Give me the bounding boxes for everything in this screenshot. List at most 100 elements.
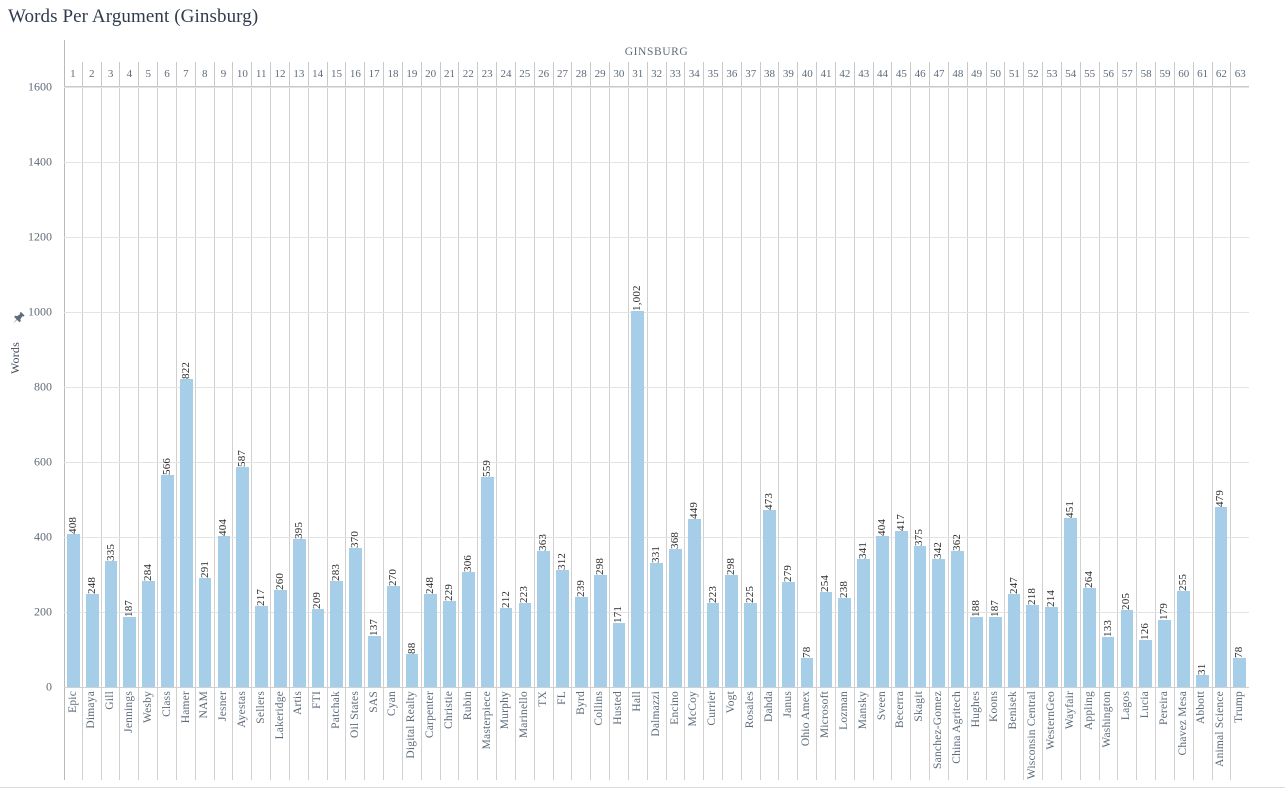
bar[interactable]: 404 [876,518,889,687]
bar[interactable]: 451 [1064,501,1077,687]
bar[interactable]: 331 [650,546,663,687]
category-label-oil-states[interactable]: Oil States [348,691,361,739]
bar[interactable]: 225 [744,586,758,687]
category-label-wesby[interactable]: Wesby [141,691,154,724]
bar[interactable]: 342 [932,542,946,687]
category-label-artis[interactable]: Artis [292,691,305,715]
category-label-hamer[interactable]: Hamer [179,691,192,724]
bar[interactable]: 375 [913,529,927,687]
bar[interactable]: 229 [443,584,457,687]
bar[interactable]: 370 [349,531,362,687]
category-label-rosales[interactable]: Rosales [743,691,756,729]
bar[interactable]: 473 [763,493,776,687]
bar[interactable]: 188 [970,599,983,687]
bar[interactable]: 335 [105,544,118,687]
bar[interactable]: 88 [406,643,419,687]
category-label-benisek[interactable]: Benisek [1007,691,1020,730]
bar[interactable]: 298 [594,558,607,687]
category-label-marinello[interactable]: Marinello [518,691,531,739]
category-label-currier[interactable]: Currier [706,691,719,726]
category-label-digital-realty[interactable]: Digital Realty [405,691,418,759]
category-label-cyan[interactable]: Cyan [386,691,399,717]
bar[interactable]: 212 [500,590,513,687]
bar[interactable]: 291 [199,561,212,687]
bar[interactable]: 566 [161,458,174,687]
bar[interactable]: 368 [669,532,682,687]
bar[interactable]: 298 [725,558,739,687]
category-label-mccoy[interactable]: McCoy [687,691,700,727]
bar[interactable]: 404 [217,518,231,687]
category-label-westerngeo[interactable]: WesternGeo [1044,691,1057,750]
bar[interactable]: 417 [895,514,908,687]
category-label-mansky[interactable]: Mansky [856,691,869,730]
category-label-byrd[interactable]: Byrd [574,691,587,715]
pin-icon[interactable] [10,310,28,328]
category-label-lagos[interactable]: Lagos [1120,691,1133,721]
category-label-koons[interactable]: Koons [988,691,1001,723]
category-label-nam[interactable]: NAM [198,691,211,719]
bar[interactable]: 283 [330,564,344,687]
bar[interactable]: 395 [293,522,306,687]
category-label-class[interactable]: Class [160,691,173,717]
category-label-hall[interactable]: Hall [631,691,644,712]
category-label-microsoft[interactable]: Microsoft [819,691,832,739]
category-label-vogt[interactable]: Vogt [725,691,738,714]
bar[interactable]: 205 [1120,593,1134,687]
bar[interactable]: 78 [1233,646,1247,687]
bar[interactable]: 255 [1177,574,1190,687]
category-label-janus[interactable]: Janus [781,691,794,718]
category-label-rubin[interactable]: Rubin [461,691,474,721]
bar[interactable]: 284 [142,563,156,687]
category-label-hughes[interactable]: Hughes [969,691,982,728]
category-label-sas[interactable]: SAS [367,691,380,713]
bar[interactable]: 78 [801,646,814,687]
bar[interactable]: 362 [951,534,964,687]
category-label-wayfair[interactable]: Wayfair [1063,691,1076,730]
category-label-fti[interactable]: FTI [311,691,324,709]
bar[interactable]: 187 [989,600,1002,687]
category-label-sellers[interactable]: Sellers [254,691,267,724]
bar[interactable]: 479 [1214,490,1228,687]
bar[interactable]: 239 [575,580,588,687]
category-label-trump[interactable]: Trump [1233,691,1246,723]
category-label-murphy[interactable]: Murphy [499,691,512,730]
bar[interactable]: 264 [1083,571,1096,687]
bar[interactable]: 248 [86,577,99,687]
bar[interactable]: 223 [707,586,720,687]
bar[interactable]: 587 [236,450,250,687]
category-label-ayestas[interactable]: Ayestas [235,691,248,728]
bar[interactable]: 341 [857,542,870,687]
category-label-china-agritech[interactable]: China Agritech [950,691,963,764]
category-label-jesner[interactable]: Jesner [217,691,230,721]
bar[interactable]: 218 [1026,588,1040,687]
bar[interactable]: 559 [481,460,494,687]
category-label-sanchez-gomez[interactable]: Sanchez-Gomez [932,691,945,769]
bar[interactable]: 217 [255,589,268,687]
bar[interactable]: 408 [67,517,80,687]
category-label-epic[interactable]: Epic [66,691,79,713]
category-label-appling[interactable]: Appling [1082,691,1095,731]
category-label-sveen[interactable]: Sveen [875,691,888,721]
bar[interactable]: 822 [180,362,193,687]
category-label-lakeridge[interactable]: Lakeridge [273,691,286,740]
bar[interactable]: 279 [782,565,795,687]
category-label-chavez-mesa[interactable]: Chavez Mesa [1176,691,1189,756]
bar[interactable]: 248 [424,577,438,687]
bar[interactable]: 223 [518,586,532,687]
category-label-lucia[interactable]: Lucia [1138,691,1151,719]
category-label-becerra[interactable]: Becerra [894,691,907,729]
category-label-tx[interactable]: TX [536,691,549,707]
category-label-collins[interactable]: Collins [593,691,606,726]
bar[interactable]: 126 [1139,623,1153,687]
category-label-dimaya[interactable]: Dimaya [85,691,98,729]
category-label-animal-science[interactable]: Animal Science [1214,691,1227,767]
bar[interactable]: 312 [556,553,569,687]
category-label-carpenter[interactable]: Carpenter [424,691,437,739]
category-label-patchak[interactable]: Patchak [330,691,343,729]
category-label-fl[interactable]: FL [555,691,568,705]
bar[interactable]: 270 [387,569,400,687]
bar[interactable]: 171 [612,606,626,687]
bar[interactable]: 214 [1045,590,1059,687]
category-label-husted[interactable]: Husted [612,691,625,725]
category-label-gill[interactable]: Gill [104,691,117,710]
